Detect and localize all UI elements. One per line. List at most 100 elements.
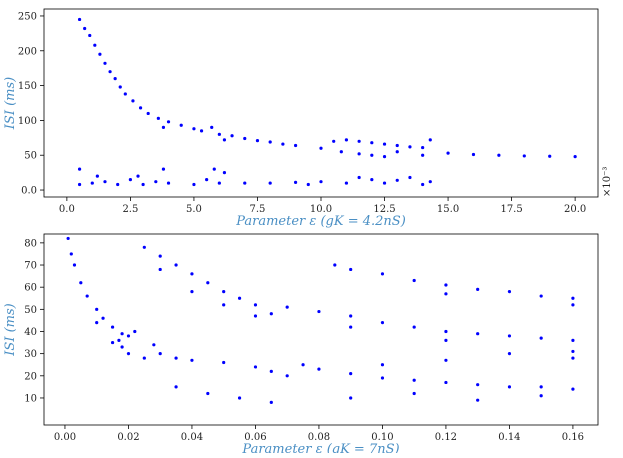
data-point	[421, 145, 425, 150]
data-point	[77, 182, 82, 187]
data-point	[222, 303, 226, 307]
data-point	[444, 358, 448, 362]
data-point	[344, 138, 349, 142]
data-point	[192, 127, 196, 131]
data-point	[152, 343, 156, 347]
data-point	[357, 175, 361, 180]
data-point	[333, 263, 337, 267]
x-tick-label: 0.16	[562, 432, 584, 443]
x-tick-label: 0.02	[117, 432, 139, 443]
data-point	[301, 363, 305, 367]
x-tick-label: 10.0	[310, 204, 332, 215]
data-point	[539, 385, 543, 389]
data-point	[382, 181, 387, 185]
data-point	[217, 181, 221, 185]
data-point	[222, 290, 226, 294]
data-point	[370, 177, 374, 182]
data-point	[190, 290, 194, 294]
data-point	[317, 367, 321, 371]
data-point	[349, 267, 353, 272]
data-point	[158, 254, 162, 258]
data-point	[222, 138, 227, 142]
x-tick-label: 0.0	[59, 204, 75, 215]
data-point	[174, 263, 178, 267]
data-point	[281, 142, 285, 146]
data-point	[110, 340, 115, 345]
data-point	[444, 283, 448, 287]
data-point	[158, 352, 162, 356]
data-point	[113, 77, 117, 81]
data-point	[103, 61, 107, 65]
data-point	[539, 394, 543, 398]
data-point	[269, 400, 273, 404]
data-point	[190, 272, 194, 276]
data-point	[190, 358, 194, 362]
data-point	[293, 143, 298, 148]
data-point	[285, 305, 289, 309]
x-tick-label: 0.04	[181, 432, 203, 443]
data-point	[444, 292, 448, 296]
data-point	[349, 325, 353, 329]
data-point	[142, 245, 146, 249]
x-tick-label: 0.14	[498, 432, 520, 443]
data-point	[103, 180, 107, 184]
data-point	[571, 356, 575, 360]
y-tick-label: 50	[24, 151, 37, 162]
x-tick-label: 20.0	[564, 204, 586, 215]
data-point	[573, 155, 577, 159]
data-point	[444, 380, 448, 385]
x-tick-label: 0.08	[308, 432, 330, 443]
data-point	[268, 181, 272, 185]
data-point	[88, 33, 92, 38]
y-tick-label: 150	[18, 81, 37, 92]
data-point	[395, 150, 399, 154]
data-point	[319, 180, 323, 184]
data-point	[101, 316, 105, 320]
data-point	[349, 371, 353, 376]
data-point	[253, 314, 258, 318]
data-point	[421, 182, 425, 187]
data-point	[522, 154, 526, 158]
data-point	[319, 146, 323, 150]
data-point	[237, 296, 242, 300]
y-tick-label: 0.0	[21, 186, 37, 197]
offset-annotation: ×10⁻³	[602, 167, 613, 197]
data-point	[293, 180, 298, 184]
data-point	[253, 303, 258, 307]
data-point	[253, 365, 258, 369]
data-point	[306, 182, 310, 187]
data-point	[357, 139, 361, 143]
data-point	[476, 332, 480, 336]
data-point	[471, 152, 476, 157]
data-point	[339, 150, 343, 154]
data-point	[161, 167, 166, 171]
data-point	[116, 182, 120, 187]
y-tick-label: 250	[18, 11, 37, 22]
data-point	[95, 307, 99, 311]
data-point	[79, 281, 83, 285]
data-point	[142, 356, 146, 360]
y-tick-label: 50	[24, 305, 37, 316]
y-tick-label: 10	[24, 393, 37, 404]
x-axis-label: Parameter ε (gK = 7nS)	[241, 442, 399, 453]
x-tick-label: 17.5	[500, 204, 522, 215]
data-point	[395, 178, 399, 182]
data-point	[166, 181, 171, 185]
x-tick-label: 0.12	[435, 432, 457, 443]
x-tick-label: 0.06	[244, 432, 266, 443]
data-point	[205, 177, 209, 182]
data-point	[412, 378, 416, 382]
data-point	[408, 175, 412, 180]
data-point	[412, 278, 416, 283]
data-point	[421, 153, 425, 157]
data-point	[95, 174, 99, 178]
data-point	[255, 139, 260, 143]
plot-frame	[43, 233, 599, 426]
data-point	[269, 369, 273, 373]
data-point	[131, 99, 135, 103]
data-point	[98, 52, 102, 56]
data-point	[83, 26, 87, 31]
data-point	[120, 345, 124, 349]
data-point	[120, 332, 124, 336]
data-point	[133, 329, 137, 334]
